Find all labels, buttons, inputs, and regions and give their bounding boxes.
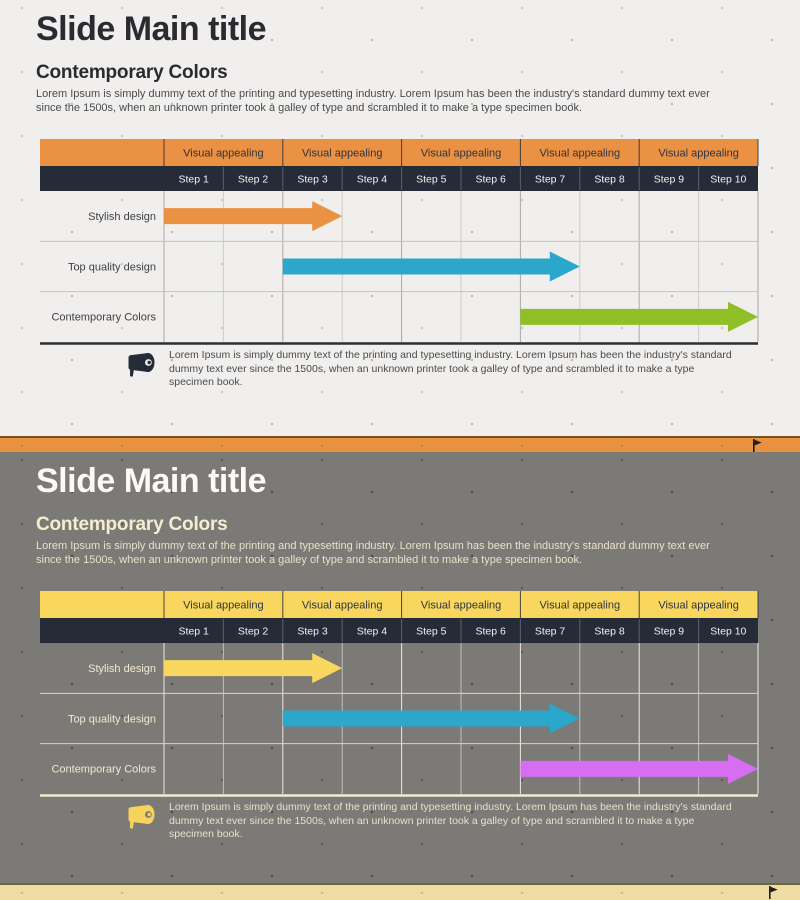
slide-intro-text: Lorem Ipsum is simply dummy text of the … bbox=[36, 540, 710, 566]
gantt-arrow bbox=[282, 251, 580, 282]
gantt-arrow bbox=[164, 653, 343, 684]
gantt-arrow bbox=[520, 753, 758, 784]
gantt-row-label: Top quality design bbox=[68, 261, 156, 273]
group-header-label: Visual appealing bbox=[658, 600, 739, 612]
group-header-label: Visual appealing bbox=[540, 148, 621, 160]
step-label: Step 8 bbox=[594, 174, 625, 186]
gantt-row-label: Top quality design bbox=[68, 713, 156, 725]
step-label: Step 2 bbox=[238, 626, 269, 638]
step-label: Step 5 bbox=[416, 626, 447, 638]
group-header-label: Visual appealing bbox=[421, 600, 502, 612]
step-label: Step 7 bbox=[535, 174, 566, 186]
group-header-label: Visual appealing bbox=[540, 600, 621, 612]
step-label: Step 3 bbox=[297, 174, 328, 186]
megaphone-icon bbox=[128, 353, 155, 377]
gantt-svg: Visual appealing Visual appealing Visual a… bbox=[40, 591, 759, 797]
step-label: Step 5 bbox=[416, 174, 447, 186]
group-header-label: Visual appealing bbox=[183, 600, 264, 612]
slide-divider-strip bbox=[0, 883, 800, 900]
group-header-label: Visual appealing bbox=[658, 148, 739, 160]
step-label: Step 9 bbox=[654, 174, 685, 186]
group-header-label: Visual appealing bbox=[302, 148, 383, 160]
gantt-row-label: Contemporary Colors bbox=[51, 312, 156, 324]
gantt-arrow bbox=[282, 703, 580, 734]
gantt-chart: Visual appealing Visual appealing Visual a… bbox=[40, 591, 760, 797]
footnote: Lorem Ipsum is simply dummy text of the … bbox=[126, 349, 742, 390]
step-label: Step 6 bbox=[476, 626, 507, 638]
slide-light-theme[interactable]: Slide Main title Contemporary Colors Lor… bbox=[0, 0, 800, 436]
step-label: Step 1 bbox=[179, 174, 210, 186]
gantt-row-label: Stylish design bbox=[88, 211, 156, 223]
flag-marker-icon bbox=[769, 886, 778, 899]
gantt-chart: Visual appealing Visual appealing Visual a… bbox=[40, 139, 760, 345]
step-label: Step 10 bbox=[710, 626, 746, 638]
footnote: Lorem Ipsum is simply dummy text of the … bbox=[126, 801, 742, 842]
group-header-label: Visual appealing bbox=[421, 148, 502, 160]
group-header-label: Visual appealing bbox=[302, 600, 383, 612]
flag-marker-icon bbox=[753, 439, 762, 452]
steps-band bbox=[40, 166, 758, 191]
footnote-text: Lorem Ipsum is simply dummy text of the … bbox=[169, 349, 732, 388]
step-label: Step 2 bbox=[238, 174, 269, 186]
group-header-band bbox=[40, 591, 758, 618]
step-label: Step 4 bbox=[357, 174, 388, 186]
step-label: Step 4 bbox=[357, 626, 388, 638]
slide-subtitle: Contemporary Colors bbox=[36, 514, 228, 535]
group-header-band bbox=[40, 139, 758, 166]
step-label: Step 3 bbox=[297, 626, 328, 638]
gantt-row-label: Stylish design bbox=[88, 663, 156, 675]
step-label: Step 7 bbox=[535, 626, 566, 638]
steps-band bbox=[40, 618, 758, 643]
step-label: Step 8 bbox=[594, 626, 625, 638]
footnote-text: Lorem Ipsum is simply dummy text of the … bbox=[169, 801, 732, 840]
slide-title: Slide Main title bbox=[36, 10, 267, 48]
group-header-label: Visual appealing bbox=[183, 148, 264, 160]
slide-subtitle: Contemporary Colors bbox=[36, 62, 228, 83]
megaphone-icon bbox=[128, 805, 155, 829]
slide-divider-strip bbox=[0, 436, 800, 452]
gantt-arrow bbox=[520, 301, 758, 332]
gantt-row-label: Contemporary Colors bbox=[51, 764, 156, 776]
step-label: Step 10 bbox=[710, 174, 746, 186]
step-label: Step 1 bbox=[179, 626, 210, 638]
slide-title: Slide Main title bbox=[36, 462, 267, 500]
slide-dark-theme[interactable]: Slide Main title Contemporary Colors Lor… bbox=[0, 452, 800, 883]
step-label: Step 9 bbox=[654, 626, 685, 638]
step-label: Step 6 bbox=[476, 174, 507, 186]
gantt-svg: Visual appealing Visual appealing Visual a… bbox=[40, 139, 759, 345]
slide-intro-text: Lorem Ipsum is simply dummy text of the … bbox=[36, 88, 710, 114]
gantt-arrow bbox=[164, 201, 343, 232]
